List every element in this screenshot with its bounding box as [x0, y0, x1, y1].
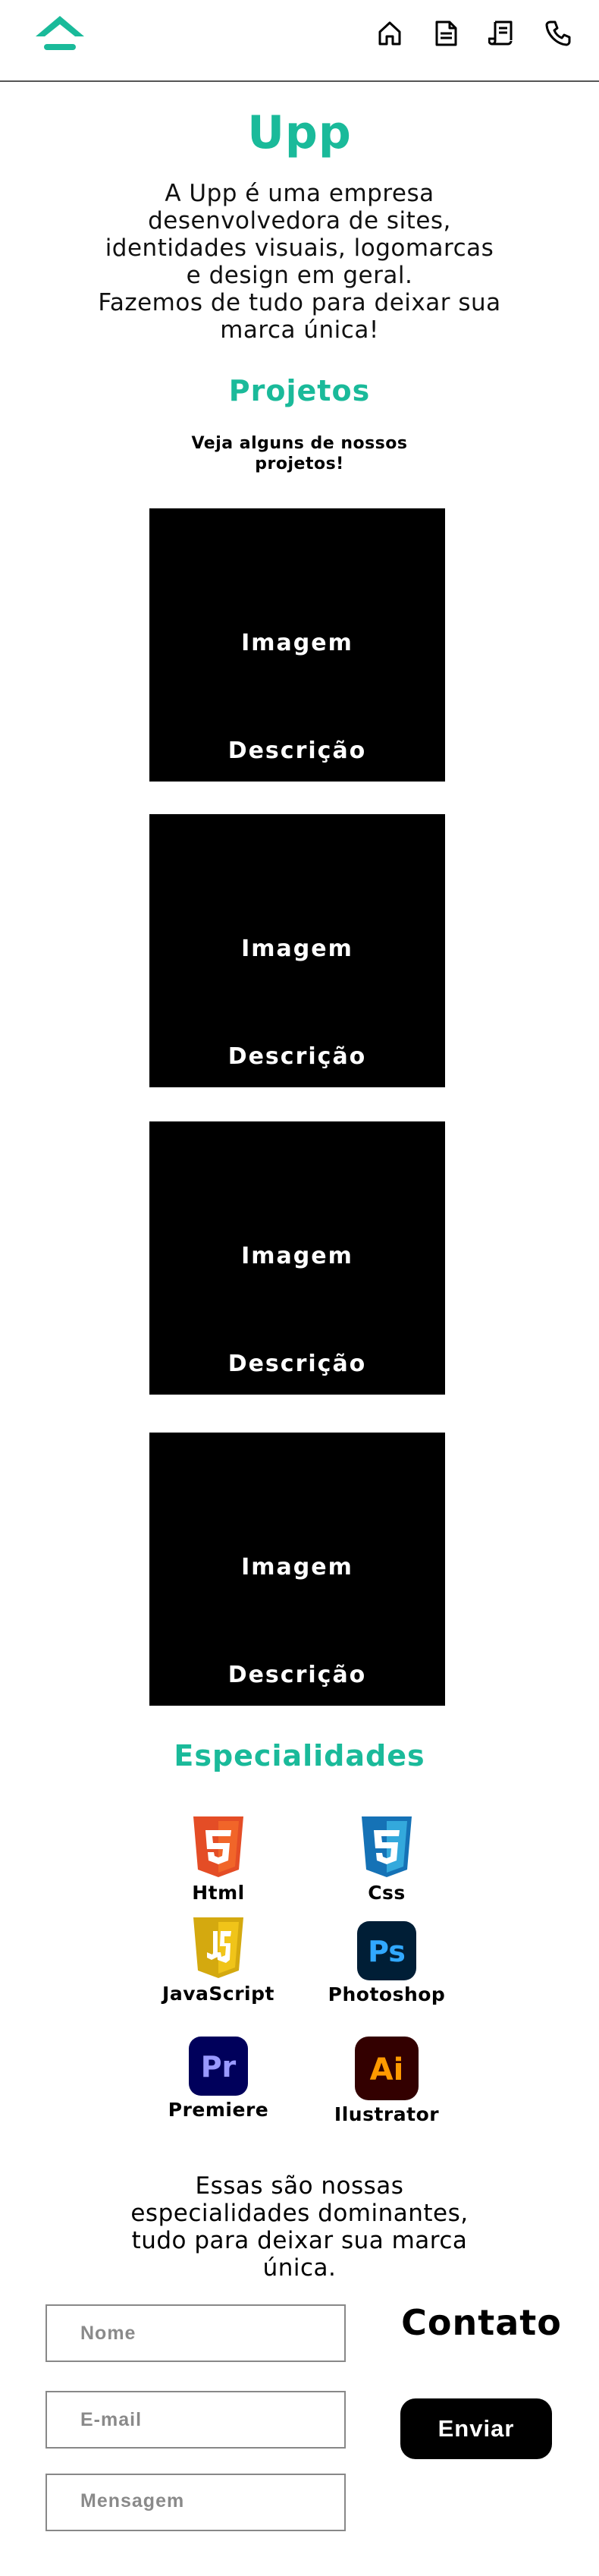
css3-icon — [362, 1816, 412, 1877]
skill-label: Ilustrator — [334, 2103, 440, 2125]
document-icon — [435, 20, 457, 46]
scroll-icon — [488, 20, 513, 46]
main-nav — [373, 17, 575, 50]
project-image-placeholder: Imagem — [241, 1554, 353, 1581]
project-card[interactable]: Imagem Descrição — [149, 814, 445, 1087]
project-card[interactable]: Imagem Descrição — [149, 1121, 445, 1395]
project-description: Descrição — [227, 738, 367, 764]
projects-subtitle: Veja alguns de nossos projetos! — [191, 434, 408, 473]
skill-html: Html — [135, 1815, 302, 1904]
project-image-placeholder: Imagem — [241, 1243, 353, 1269]
skill-label: Premiere — [168, 2099, 269, 2121]
svg-text:Ai: Ai — [370, 2052, 404, 2087]
nav-home[interactable] — [373, 17, 406, 50]
skill-javascript: JavaScript — [135, 1916, 302, 2005]
svg-text:Ps: Ps — [368, 1935, 406, 1968]
project-card[interactable]: Imagem Descrição — [149, 508, 445, 782]
skill-photoshop: Ps Photoshop — [303, 1921, 470, 2005]
name-field[interactable] — [45, 2304, 346, 2362]
contact-title: Contato — [401, 2302, 562, 2343]
project-description: Descrição — [227, 1662, 367, 1688]
skill-illustrator: Ai Ilustrator — [303, 2037, 470, 2125]
hero-description: A Upp é uma empresa desenvolvedora de si… — [95, 180, 504, 344]
nav-contact[interactable] — [541, 17, 575, 50]
project-description: Descrição — [227, 1351, 367, 1377]
nav-projects[interactable] — [429, 17, 463, 50]
hero-description-text: A Upp é uma empresa desenvolvedora de si… — [98, 180, 501, 344]
skill-label: Html — [192, 1882, 245, 1904]
project-image-placeholder: Imagem — [241, 936, 353, 962]
premiere-icon: Pr — [189, 2037, 248, 2096]
send-button[interactable]: Enviar — [400, 2398, 552, 2459]
javascript-icon — [193, 1917, 243, 1978]
skills-title: Especialidades — [174, 1739, 425, 1772]
photoshop-icon: Ps — [357, 1921, 416, 1980]
home-icon — [378, 21, 401, 46]
message-field[interactable] — [45, 2474, 346, 2531]
skill-css: Css — [303, 1815, 470, 1904]
nav-skills[interactable] — [485, 17, 519, 50]
svg-text:Pr: Pr — [201, 2050, 237, 2084]
site-header — [0, 0, 599, 82]
email-field[interactable] — [45, 2391, 346, 2449]
project-description: Descrição — [227, 1043, 367, 1070]
skill-label: Css — [368, 1882, 406, 1904]
page-title: Upp — [247, 106, 352, 159]
skill-label: Photoshop — [328, 1983, 446, 2005]
illustrator-icon: Ai — [355, 2037, 419, 2100]
phone-icon — [545, 20, 571, 46]
html5-icon — [193, 1816, 243, 1877]
project-image-placeholder: Imagem — [241, 630, 353, 656]
upp-chevron-logo-icon[interactable] — [33, 14, 86, 53]
skills-closing-text: Essas são nossas especialidades dominant… — [130, 2172, 469, 2282]
projects-title: Projetos — [228, 374, 371, 407]
project-card[interactable]: Imagem Descrição — [149, 1433, 445, 1706]
skill-label: JavaScript — [162, 1983, 274, 2005]
skill-premiere: Pr Premiere — [135, 2037, 302, 2121]
